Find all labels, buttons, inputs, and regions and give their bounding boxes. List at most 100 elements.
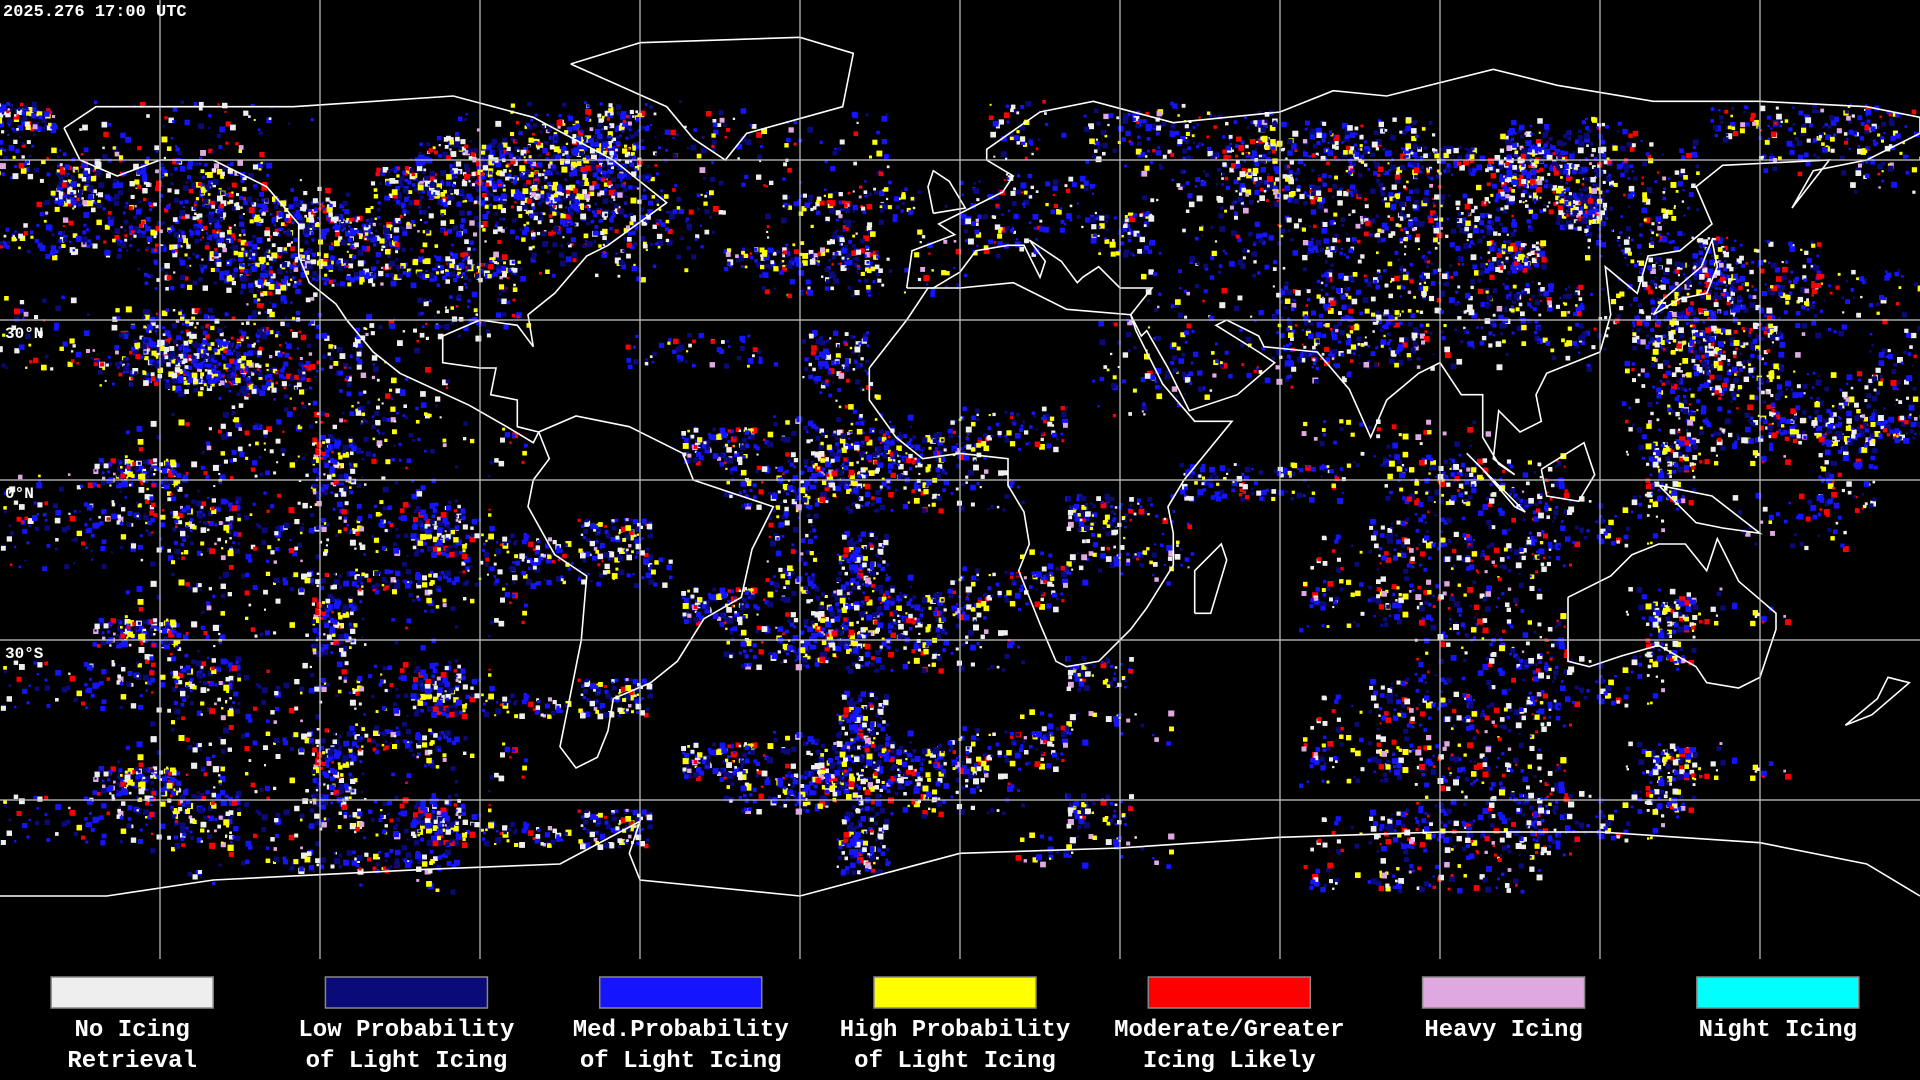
speckle [1322, 121, 1327, 126]
speckle [102, 146, 105, 150]
speckle [607, 143, 612, 149]
speckle [1321, 228, 1327, 234]
speckle [564, 221, 568, 225]
speckle [1753, 119, 1759, 126]
speckle [464, 163, 469, 169]
speckle [532, 132, 535, 136]
speckle [198, 101, 204, 107]
speckle [541, 125, 545, 129]
speckle [549, 124, 554, 129]
speckle [1596, 240, 1602, 246]
speckle [788, 264, 793, 269]
speckle [582, 189, 587, 194]
speckle [610, 111, 614, 116]
speckle [1596, 208, 1601, 213]
speckle [654, 164, 658, 167]
speckle [1360, 226, 1363, 229]
speckle [778, 264, 781, 268]
speckle [1461, 212, 1464, 215]
speckle [1881, 121, 1886, 127]
speckle [198, 222, 201, 225]
speckle [623, 237, 628, 242]
speckle [32, 133, 36, 137]
speckle [1559, 180, 1562, 183]
speckle [137, 146, 142, 151]
speckle [463, 117, 467, 121]
speckle [997, 233, 1003, 239]
speckle [199, 238, 202, 241]
speckle [600, 230, 605, 235]
speckle [1117, 229, 1124, 235]
speckle [1470, 254, 1477, 261]
speckle [256, 220, 262, 227]
speckle [1671, 216, 1677, 221]
speckle [1740, 122, 1746, 128]
speckle [555, 189, 561, 196]
speckle [1593, 157, 1598, 161]
speckle [602, 243, 605, 246]
speckle [1076, 202, 1079, 205]
speckle [547, 163, 553, 169]
speckle [880, 202, 886, 208]
speckle [293, 237, 298, 243]
speckle [226, 275, 233, 282]
speckle [1520, 153, 1527, 159]
speckle [1272, 158, 1278, 164]
speckle [590, 165, 596, 171]
speckle [1213, 125, 1217, 129]
speckle [1496, 259, 1502, 265]
speckle [1487, 265, 1490, 269]
speckle [370, 206, 374, 209]
speckle [1129, 141, 1134, 146]
speckle [465, 113, 468, 116]
speckle [179, 166, 186, 172]
speckle [155, 225, 161, 231]
speckle [229, 246, 232, 249]
speckle [1343, 136, 1350, 143]
speckle [231, 191, 234, 194]
speckle [622, 249, 625, 253]
speckle [445, 269, 449, 273]
speckle [27, 107, 33, 112]
speckle [1590, 177, 1596, 183]
speckle [632, 115, 635, 118]
speckle [46, 108, 51, 113]
speckle [1530, 178, 1536, 185]
speckle [1243, 207, 1249, 214]
speckle [1798, 110, 1804, 116]
speckle [1722, 250, 1726, 255]
speckle [177, 150, 182, 156]
speckle [574, 223, 577, 226]
speckle [354, 271, 359, 277]
speckle [56, 169, 60, 173]
speckle [1375, 214, 1380, 218]
speckle [1895, 133, 1901, 139]
speckle [216, 231, 219, 234]
speckle [1572, 210, 1578, 215]
speckle [1698, 250, 1703, 255]
speckle [1812, 103, 1817, 108]
speckle [593, 213, 598, 218]
speckle [1264, 145, 1270, 150]
speckle [1309, 134, 1315, 140]
speckle [598, 118, 604, 123]
speckle [657, 219, 662, 223]
speckle [1257, 124, 1261, 128]
speckle [1691, 183, 1696, 188]
speckle [1428, 120, 1433, 125]
speckle [202, 176, 205, 179]
speckle [227, 201, 231, 205]
speckle [200, 150, 206, 156]
speckle [1146, 137, 1151, 141]
speckle [24, 166, 30, 172]
speckle [203, 264, 207, 269]
speckle [1136, 120, 1140, 124]
speckle [770, 262, 776, 267]
speckle [0, 171, 1, 176]
speckle [458, 116, 463, 121]
speckle [346, 275, 351, 281]
speckle [49, 250, 55, 256]
speckle [495, 221, 499, 225]
speckle [1581, 166, 1588, 173]
speckle [629, 109, 634, 114]
